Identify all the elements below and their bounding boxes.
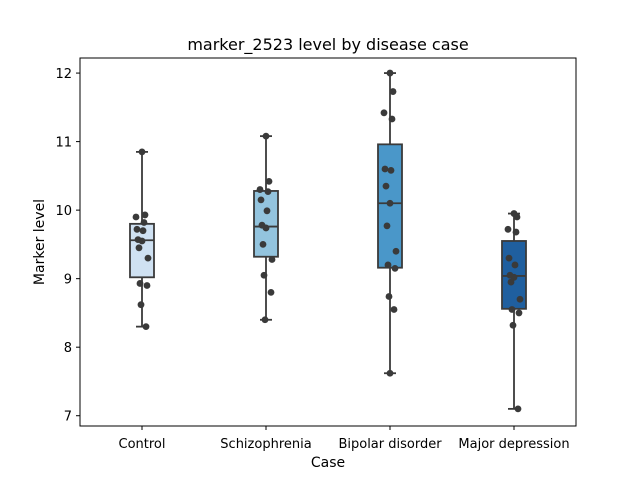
- iqr-box: [253, 190, 279, 258]
- data-point: [138, 237, 146, 245]
- plot-area-frame: [79, 57, 577, 427]
- points-layer: [132, 69, 524, 413]
- y-axis: 7 8 9 10 11 12: [55, 67, 80, 425]
- data-point: [508, 306, 516, 313]
- data-point: [386, 199, 394, 207]
- data-point: [268, 256, 276, 263]
- chart-title: marker_2523 level by disease case: [187, 35, 468, 55]
- data-point: [380, 109, 388, 117]
- data-point: [141, 211, 149, 219]
- data-point: [265, 177, 273, 185]
- data-point: [139, 227, 147, 235]
- data-point: [136, 280, 144, 287]
- data-point: [142, 323, 150, 331]
- data-point: [135, 244, 143, 252]
- y-tick-label: 10: [55, 204, 72, 219]
- data-point: [382, 182, 390, 190]
- data-point: [262, 132, 270, 140]
- data-point: [384, 261, 392, 269]
- data-point: [256, 186, 264, 193]
- data-point: [263, 207, 271, 215]
- data-point: [514, 405, 522, 413]
- data-point: [392, 247, 400, 255]
- data-point: [264, 188, 272, 196]
- data-point: [257, 196, 265, 204]
- data-point: [390, 306, 398, 313]
- data-point: [133, 225, 141, 233]
- data-point: [144, 254, 152, 262]
- data-point: [505, 254, 513, 262]
- y-tick-label: 11: [55, 136, 72, 151]
- data-point: [386, 369, 394, 377]
- data-point: [143, 282, 151, 289]
- data-point: [267, 288, 275, 296]
- x-tick-label: Control: [119, 437, 166, 452]
- data-point: [262, 224, 270, 232]
- data-point: [391, 264, 399, 272]
- data-point: [381, 165, 389, 173]
- data-point: [509, 321, 517, 329]
- data-point: [388, 115, 396, 123]
- data-point: [389, 88, 397, 95]
- y-tick-label: 8: [64, 341, 72, 356]
- data-point: [261, 316, 269, 324]
- data-point: [137, 301, 145, 309]
- x-tick-label: Schizophrenia: [220, 437, 311, 452]
- data-point: [511, 261, 519, 269]
- data-point: [507, 278, 515, 286]
- y-tick-label: 9: [64, 273, 72, 288]
- boxes-layer: [129, 72, 527, 410]
- data-point: [140, 219, 148, 226]
- y-tick-label: 7: [64, 410, 72, 425]
- data-point: [387, 166, 395, 174]
- x-axis: Control Schizophrenia Bipolar disorder Majo…: [119, 426, 570, 452]
- data-point: [260, 271, 268, 279]
- x-tick-label: Bipolar disorder: [338, 437, 442, 452]
- data-point: [516, 295, 524, 303]
- x-tick-label: Major depression: [458, 437, 569, 452]
- data-point: [515, 309, 523, 317]
- x-axis-label: Case: [311, 455, 345, 471]
- data-point: [132, 213, 140, 221]
- data-point: [259, 240, 267, 248]
- data-point: [512, 228, 520, 236]
- data-point: [504, 225, 512, 233]
- data-point: [385, 293, 393, 300]
- data-point: [138, 148, 146, 156]
- y-axis-label: Marker level: [32, 199, 48, 285]
- data-point: [386, 69, 394, 77]
- data-point: [513, 213, 521, 221]
- data-point: [383, 222, 391, 230]
- y-tick-label: 12: [55, 67, 72, 82]
